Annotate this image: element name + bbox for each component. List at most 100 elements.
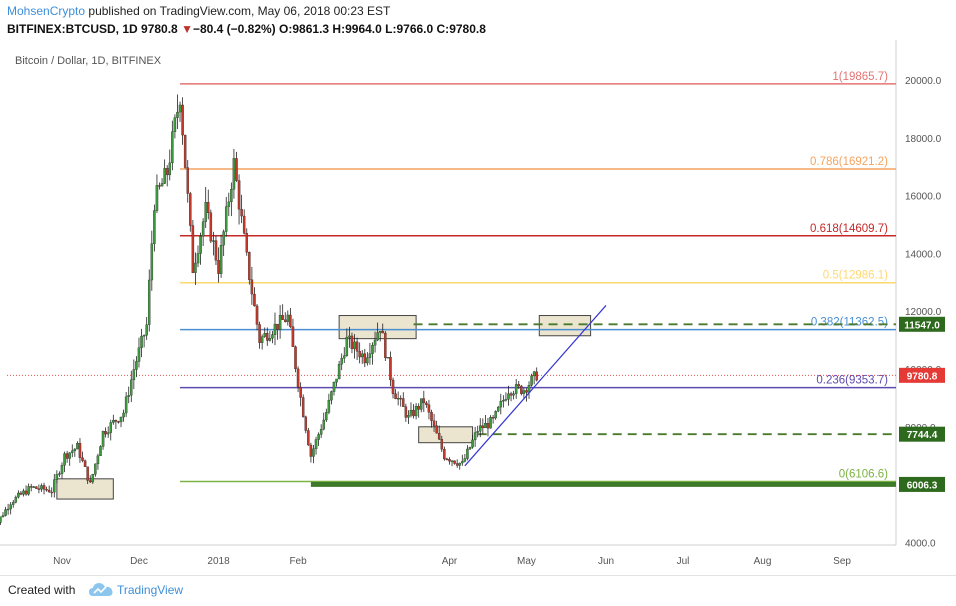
candle[interactable] xyxy=(419,398,423,410)
candle[interactable] xyxy=(47,489,51,493)
candle[interactable] xyxy=(296,368,300,388)
candle[interactable] xyxy=(289,314,292,327)
candle[interactable] xyxy=(414,405,418,417)
candle[interactable] xyxy=(271,334,274,339)
candle[interactable] xyxy=(142,335,146,337)
candle[interactable] xyxy=(112,420,115,423)
candle[interactable] xyxy=(291,326,295,347)
candle[interactable] xyxy=(27,486,30,495)
support-resistance-zone[interactable] xyxy=(418,426,474,444)
candle[interactable] xyxy=(73,448,77,452)
candle[interactable] xyxy=(520,385,523,394)
candle[interactable] xyxy=(373,339,377,346)
candle[interactable] xyxy=(407,415,410,418)
candle[interactable] xyxy=(88,480,92,483)
candle[interactable] xyxy=(240,209,243,217)
candle[interactable] xyxy=(155,185,159,211)
candle[interactable] xyxy=(232,158,236,190)
trendline[interactable] xyxy=(464,305,607,467)
candle[interactable] xyxy=(502,400,505,402)
candle[interactable] xyxy=(258,324,261,343)
candle[interactable] xyxy=(494,411,497,419)
candle[interactable] xyxy=(389,357,392,381)
candle[interactable] xyxy=(455,463,459,466)
candle[interactable] xyxy=(319,429,323,435)
candle[interactable] xyxy=(227,201,231,207)
candle[interactable] xyxy=(81,457,84,461)
candle[interactable] xyxy=(517,384,521,387)
candle[interactable] xyxy=(327,399,331,413)
candle[interactable] xyxy=(55,474,59,480)
candle[interactable] xyxy=(425,402,428,405)
candle[interactable] xyxy=(443,448,446,460)
candle[interactable] xyxy=(127,395,130,397)
candle[interactable] xyxy=(42,485,46,490)
candle[interactable] xyxy=(340,358,343,365)
candle[interactable] xyxy=(307,430,310,446)
candle[interactable] xyxy=(471,439,474,448)
candle[interactable] xyxy=(207,202,210,214)
candle[interactable] xyxy=(484,423,487,429)
candle[interactable] xyxy=(63,453,66,466)
candle[interactable] xyxy=(109,422,113,433)
candle[interactable] xyxy=(68,452,71,459)
candle[interactable] xyxy=(461,461,464,464)
candle[interactable] xyxy=(237,180,241,210)
candle[interactable] xyxy=(276,323,279,330)
candle[interactable] xyxy=(173,117,177,132)
candle[interactable] xyxy=(440,439,444,450)
support-resistance-zone[interactable] xyxy=(538,315,592,337)
candle[interactable] xyxy=(135,361,138,370)
candle[interactable] xyxy=(230,189,233,203)
candle[interactable] xyxy=(384,332,387,358)
candle[interactable] xyxy=(83,460,87,467)
candle[interactable] xyxy=(137,347,141,362)
candle[interactable] xyxy=(355,341,359,352)
candle[interactable] xyxy=(330,391,333,401)
candle[interactable] xyxy=(132,369,136,381)
candle[interactable] xyxy=(366,357,369,364)
candle[interactable] xyxy=(160,183,164,187)
candle[interactable] xyxy=(491,417,495,419)
candle[interactable] xyxy=(496,406,500,412)
candle[interactable] xyxy=(250,279,254,295)
candle[interactable] xyxy=(248,252,251,280)
candle[interactable] xyxy=(6,508,10,511)
candle[interactable] xyxy=(255,305,259,325)
candle[interactable] xyxy=(78,443,82,458)
candle[interactable] xyxy=(201,221,205,237)
candle[interactable] xyxy=(499,401,503,408)
candle[interactable] xyxy=(294,346,297,370)
candle[interactable] xyxy=(345,337,349,356)
candle[interactable] xyxy=(147,279,151,325)
candle[interactable] xyxy=(463,458,467,462)
candle[interactable] xyxy=(242,215,246,234)
candle[interactable] xyxy=(283,319,287,322)
candle[interactable] xyxy=(214,240,218,261)
candle[interactable] xyxy=(412,409,415,417)
candle[interactable] xyxy=(286,314,290,322)
candle[interactable] xyxy=(322,419,325,430)
candle[interactable] xyxy=(314,439,318,450)
candle[interactable] xyxy=(514,384,518,394)
candle[interactable] xyxy=(181,104,184,136)
candle[interactable] xyxy=(489,417,492,429)
candle[interactable] xyxy=(479,425,482,432)
candle[interactable] xyxy=(335,378,338,383)
candle[interactable] xyxy=(17,492,20,498)
candle[interactable] xyxy=(509,393,513,396)
candle[interactable] xyxy=(386,357,390,359)
candle[interactable] xyxy=(404,406,408,418)
candle[interactable] xyxy=(381,330,385,334)
candle[interactable] xyxy=(278,315,282,330)
candle[interactable] xyxy=(301,397,305,418)
candle[interactable] xyxy=(71,450,74,453)
candle[interactable] xyxy=(473,432,477,441)
candle[interactable] xyxy=(317,434,320,440)
candle[interactable] xyxy=(60,464,64,474)
candle[interactable] xyxy=(122,412,125,418)
candle[interactable] xyxy=(117,421,120,423)
candle[interactable] xyxy=(525,390,528,393)
candle[interactable] xyxy=(65,453,69,459)
candle[interactable] xyxy=(0,516,2,523)
